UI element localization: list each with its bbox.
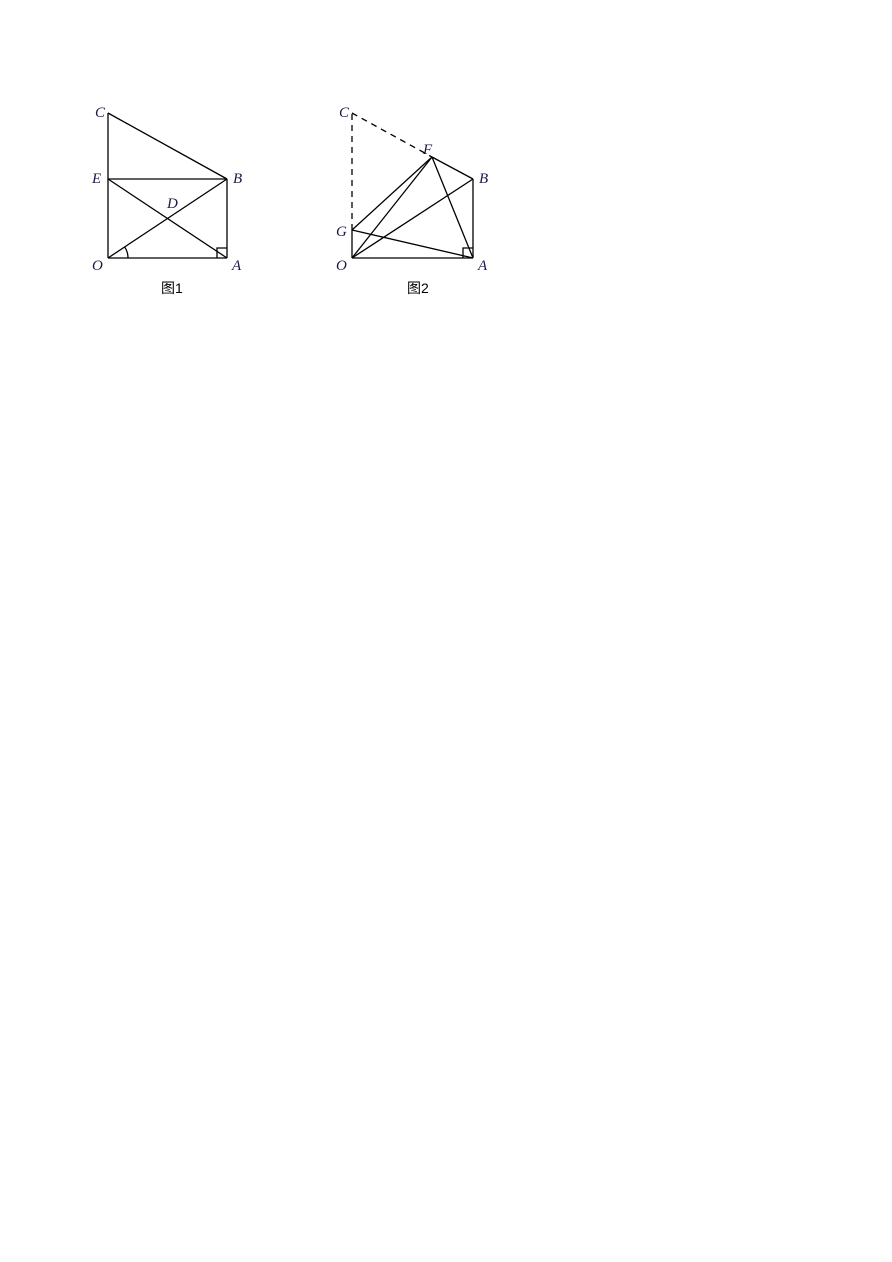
svg-text:O: O bbox=[336, 258, 347, 274]
diagram-container: { "canvas": { "width": 892, "height": 12… bbox=[0, 0, 892, 1262]
svg-text:D: D bbox=[166, 196, 178, 212]
diagram-svg: O A B C E D 图1 O A B C F G 图2 bbox=[0, 0, 892, 1262]
svg-text:图1: 图1 bbox=[161, 280, 183, 296]
svg-text:F: F bbox=[422, 142, 433, 158]
svg-text:E: E bbox=[91, 171, 101, 187]
svg-text:B: B bbox=[479, 171, 488, 187]
svg-text:图2: 图2 bbox=[407, 280, 429, 296]
svg-text:C: C bbox=[339, 105, 350, 121]
svg-text:C: C bbox=[95, 105, 106, 121]
svg-text:G: G bbox=[336, 224, 347, 240]
svg-text:B: B bbox=[233, 171, 242, 187]
svg-text:A: A bbox=[477, 258, 488, 274]
svg-text:O: O bbox=[92, 258, 103, 274]
svg-text:A: A bbox=[231, 258, 242, 274]
